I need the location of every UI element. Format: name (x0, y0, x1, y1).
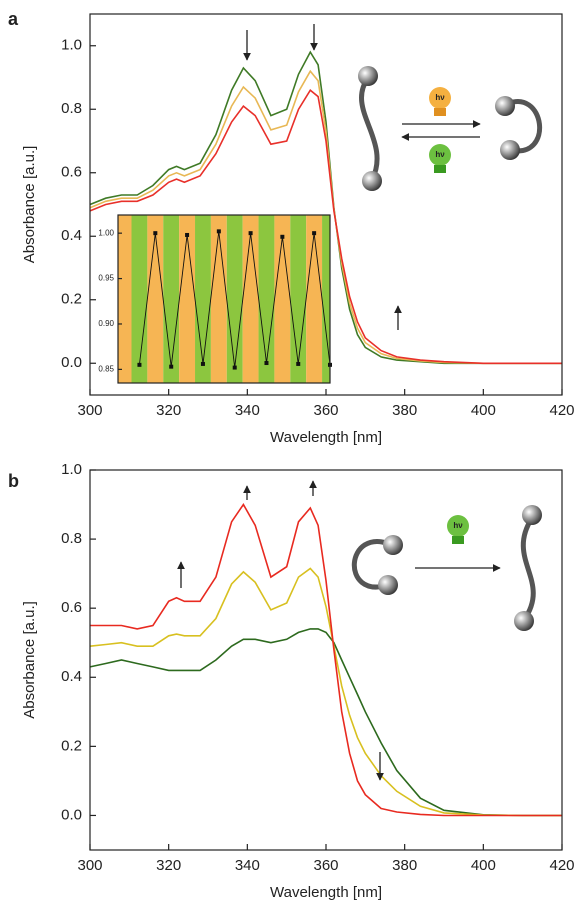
spectrum (89, 50, 562, 365)
cycle-point (137, 362, 142, 367)
plot-frame (89, 469, 563, 851)
cycle-point (216, 229, 221, 234)
sphere (500, 140, 520, 160)
y-tick-label: 0.4 (61, 227, 82, 244)
y-tick-label: 0.6 (61, 599, 82, 616)
y-tick-label: 0.95 (98, 274, 114, 283)
x-axis-label: Wavelength [nm] (270, 429, 382, 446)
y-tick-label: 0.6 (61, 164, 82, 181)
x-tick-label: 360 (313, 857, 338, 874)
chart-layer: 300 320 340 360 380 400 420 0.0 0.2 0.4 0.6 0.8 1.0 W… (8, 9, 575, 901)
spectrum (89, 567, 562, 817)
stripe (274, 215, 291, 383)
stripe (258, 215, 275, 383)
x-tick-label: 300 (77, 857, 102, 874)
y-tick-label: 1.00 (98, 228, 114, 237)
sphere (495, 96, 515, 116)
panel-label: a (8, 9, 19, 29)
stripe (226, 215, 243, 383)
y-tick-label: 0.0 (61, 806, 82, 823)
bulb-base (434, 165, 446, 173)
cycle-point (280, 234, 285, 239)
sphere (358, 66, 378, 86)
stripe (306, 215, 323, 383)
y-axis-label: Absorbance [a.u.] (21, 601, 38, 719)
y-tick-label: 0.0 (61, 354, 82, 371)
molecule-closed (502, 99, 543, 154)
plot-frame (89, 13, 563, 396)
y-axis-label: Absorbance [a.u.] (21, 146, 38, 264)
spectrum (89, 89, 562, 365)
y-tick-label: 0.90 (98, 319, 114, 328)
y-tick-label: 0.8 (61, 530, 82, 547)
scheme-b: hν (177, 480, 542, 781)
x-tick-label: 300 (77, 402, 102, 419)
x-tick-label: 380 (392, 857, 417, 874)
y-tick-label: 1.0 (61, 461, 82, 478)
x-tick-label: 360 (313, 402, 338, 419)
y-tick-label: 0.8 (61, 100, 82, 117)
spectrum (90, 502, 562, 817)
sphere (514, 611, 534, 631)
stripe (195, 215, 211, 383)
x-axis-label: Wavelength [nm] (270, 884, 382, 901)
stripe (242, 215, 259, 383)
y-tick-label: 1.0 (61, 37, 82, 54)
x-tick-label: 400 (471, 402, 496, 419)
stripe (118, 215, 132, 383)
stripe (322, 215, 330, 383)
molecule-open (359, 75, 380, 183)
x-tick-label: 420 (549, 402, 574, 419)
molecule-closed (351, 539, 395, 590)
cycle-point (200, 361, 205, 366)
x-tick-label: 320 (156, 857, 181, 874)
cycle-point (312, 231, 317, 236)
x-tick-label: 320 (156, 402, 181, 419)
molecule-open (520, 515, 536, 623)
spectrum (89, 628, 562, 817)
stripe (131, 215, 148, 383)
stripe (210, 215, 227, 383)
y-tick-label: 0.4 (61, 668, 82, 685)
stripe (147, 215, 164, 383)
bulb (429, 144, 451, 166)
annotation: hν (435, 93, 445, 102)
bulb (429, 87, 451, 109)
x-tick-label: 400 (471, 857, 496, 874)
sphere (378, 575, 398, 595)
x-tick-label: 380 (392, 402, 417, 419)
stripe (163, 215, 180, 383)
bulb (447, 515, 469, 537)
cycle-point (185, 232, 190, 237)
sphere (522, 505, 542, 525)
cycle-point (296, 361, 301, 366)
y-tick-label: 0.85 (98, 364, 114, 373)
scheme-a: hν hν (243, 24, 543, 330)
cycle-point (153, 231, 158, 236)
annotation: hν (435, 150, 445, 159)
bulb-base (452, 536, 464, 544)
cycle-point (248, 231, 253, 236)
x-tick-label: 340 (235, 402, 260, 419)
stripe (290, 215, 307, 383)
cycle-point (169, 364, 174, 369)
y-tick-label: 0.2 (61, 291, 82, 308)
sphere (383, 535, 403, 555)
x-tick-label: 340 (235, 857, 260, 874)
bulb-base (434, 108, 446, 116)
y-tick-label: 0.2 (61, 737, 82, 754)
cycle-point (232, 365, 237, 370)
spectrum (89, 69, 562, 365)
x-tick-label: 420 (549, 857, 574, 874)
stripe (179, 215, 196, 383)
cycle-point (264, 361, 269, 366)
panel-label: b (8, 471, 19, 491)
annotation: hν (453, 521, 463, 530)
sphere (362, 171, 382, 191)
inset-frame (117, 214, 331, 384)
